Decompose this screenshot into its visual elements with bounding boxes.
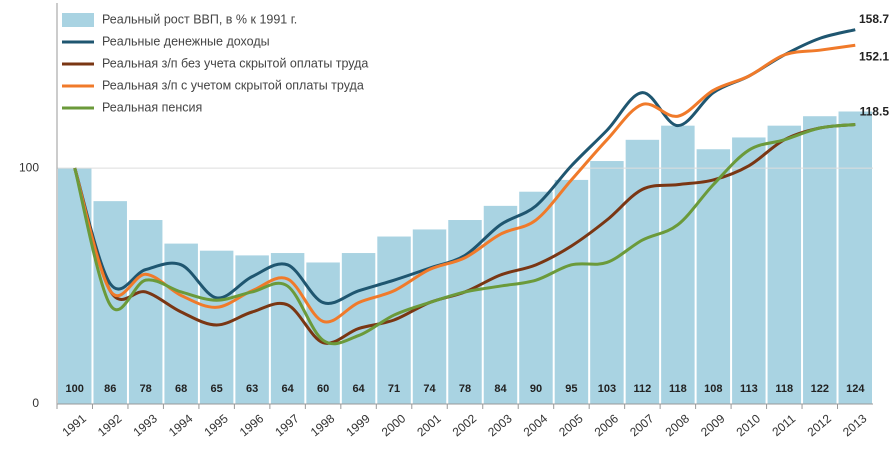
y-tick-label: 0 bbox=[32, 396, 39, 410]
legend-label: Реальный рост ВВП, в % к 1991 г. bbox=[102, 12, 297, 26]
bar bbox=[412, 229, 447, 404]
bar-value-label: 103 bbox=[598, 383, 616, 395]
bar-value-label: 74 bbox=[423, 383, 436, 395]
bar-value-label: 84 bbox=[494, 383, 507, 395]
x-tick-label: 1995 bbox=[201, 411, 231, 439]
x-tick-label: 1999 bbox=[343, 411, 373, 439]
bar-value-label: 112 bbox=[634, 383, 652, 395]
line bbox=[73, 43, 856, 324]
bar bbox=[58, 168, 92, 404]
bar bbox=[661, 125, 695, 405]
bar bbox=[128, 220, 163, 404]
x-tick-label: 2008 bbox=[663, 411, 693, 439]
bar-value-label: 90 bbox=[530, 383, 542, 395]
x-tick-label: 2011 bbox=[769, 412, 798, 440]
x-tick-label: 2006 bbox=[592, 411, 622, 439]
bar-value-label: 100 bbox=[66, 383, 84, 395]
legend-swatch bbox=[62, 13, 94, 27]
x-tick-label: 1992 bbox=[95, 411, 125, 439]
bar-value-label: 78 bbox=[459, 383, 471, 395]
end-label: 152.1 bbox=[859, 49, 889, 63]
bar-value-label: 68 bbox=[175, 383, 187, 395]
bar bbox=[803, 116, 837, 405]
x-tick-label: 2000 bbox=[379, 411, 409, 439]
x-tick-label: 2004 bbox=[521, 411, 551, 439]
bar-value-label: 124 bbox=[846, 383, 865, 395]
bar bbox=[838, 111, 872, 404]
bar bbox=[732, 137, 766, 404]
x-tick-label: 2002 bbox=[450, 411, 480, 439]
bar bbox=[483, 205, 518, 404]
legend-label: Реальные денежные доходы bbox=[102, 34, 270, 48]
x-tick-label: 2009 bbox=[698, 411, 728, 439]
x-tick-label: 1997 bbox=[272, 411, 302, 439]
x-tick-label: 1991 bbox=[59, 411, 89, 439]
bar bbox=[590, 161, 624, 404]
x-tick-label: 1998 bbox=[308, 411, 338, 439]
legend-label: Реальная пенсия bbox=[102, 100, 202, 114]
bar-value-label: 64 bbox=[352, 383, 365, 395]
legend-label: Реальная з/п с учетом скрытой оплаты тру… bbox=[102, 78, 364, 92]
x-tick-label: 2005 bbox=[556, 411, 586, 439]
x-tick-label: 2007 bbox=[627, 411, 657, 439]
bar-value-label: 118 bbox=[669, 383, 687, 395]
bar bbox=[519, 191, 553, 404]
x-tick-label: 1996 bbox=[237, 411, 267, 439]
bar bbox=[235, 255, 269, 404]
x-tick-label: 2013 bbox=[840, 411, 870, 439]
bar-value-label: 86 bbox=[104, 383, 116, 395]
bar bbox=[554, 179, 589, 404]
x-tick-label: 2003 bbox=[485, 411, 515, 439]
bar-value-label: 63 bbox=[246, 383, 258, 395]
bar bbox=[199, 250, 234, 404]
bar bbox=[625, 139, 660, 404]
end-label: 118.5 bbox=[860, 105, 890, 119]
x-tick-label: 1994 bbox=[166, 411, 196, 439]
y-tick-label: 100 bbox=[19, 160, 39, 174]
x-tick-label: 2001 bbox=[414, 411, 444, 439]
bar-value-label: 95 bbox=[565, 383, 577, 395]
bar-value-label: 71 bbox=[388, 383, 400, 395]
x-tick-label: 2010 bbox=[734, 411, 764, 439]
bar-value-label: 122 bbox=[811, 383, 829, 395]
bar-value-label: 113 bbox=[740, 383, 758, 395]
bar-value-label: 118 bbox=[775, 383, 793, 395]
bar-value-label: 60 bbox=[317, 383, 329, 395]
x-tick-label: 1993 bbox=[130, 411, 160, 439]
bar-value-label: 64 bbox=[281, 383, 294, 395]
bar bbox=[164, 243, 198, 404]
end-label: 158.7 bbox=[859, 12, 889, 26]
bar-value-label: 78 bbox=[140, 383, 152, 395]
bar-value-label: 65 bbox=[211, 383, 223, 395]
bar bbox=[767, 125, 802, 405]
line bbox=[73, 122, 856, 346]
x-tick-label: 2012 bbox=[805, 411, 835, 439]
bar bbox=[696, 149, 731, 404]
legend-label: Реальная з/п без учета скрытой оплаты тр… bbox=[102, 56, 368, 70]
bar-value-label: 108 bbox=[704, 383, 722, 395]
